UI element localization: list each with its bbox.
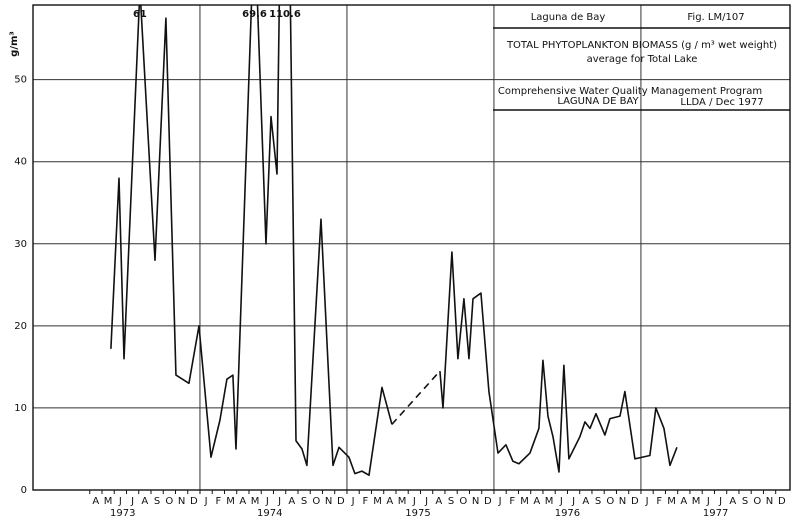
x-tick-label: S <box>742 496 748 507</box>
x-tick-label: O <box>606 496 614 507</box>
peak-label: 69.6 <box>242 9 267 20</box>
x-tick-label: F <box>362 496 368 507</box>
y-tick-label: 40 <box>14 157 27 168</box>
x-tick-label: J <box>424 496 428 507</box>
y-axis-label: g/m³ <box>9 31 20 57</box>
y-tick-label: 10 <box>14 403 27 414</box>
year-label: 1973 <box>110 508 135 519</box>
plot-frame <box>32 4 791 491</box>
x-tick-label: F <box>656 496 662 507</box>
x-tick-label: J <box>118 496 122 507</box>
x-tick-label: J <box>559 496 563 507</box>
x-tick-label: J <box>204 496 208 507</box>
x-tick-label: A <box>141 496 148 507</box>
chart-subtitle: average for Total Lake <box>587 54 698 65</box>
year-label: 1977 <box>703 508 728 519</box>
figure-label: Fig. LM/107 <box>687 12 744 23</box>
x-tick-label: A <box>239 496 246 507</box>
x-tick-label: N <box>178 496 185 507</box>
x-tick-label: M <box>373 496 382 507</box>
year-label: 1976 <box>555 508 580 519</box>
x-tick-label: F <box>215 496 221 507</box>
year-label: 1975 <box>405 508 430 519</box>
x-tick-label: A <box>680 496 687 507</box>
x-tick-label: A <box>288 496 295 507</box>
x-tick-label: S <box>448 496 454 507</box>
x-tick-label: D <box>190 496 198 507</box>
x-tick-label: J <box>645 496 649 507</box>
x-tick-label: O <box>312 496 320 507</box>
x-tick-label: N <box>619 496 626 507</box>
x-tick-label: A <box>435 496 442 507</box>
y-tick-label: 30 <box>14 239 27 250</box>
x-tick-label: J <box>130 496 134 507</box>
x-tick-label: A <box>386 496 393 507</box>
x-tick-label: S <box>301 496 307 507</box>
x-tick-label: J <box>498 496 502 507</box>
data-line <box>439 251 678 473</box>
x-tick-label: O <box>165 496 173 507</box>
x-tick-label: S <box>154 496 160 507</box>
x-tick-label: D <box>337 496 345 507</box>
x-tick-label: M <box>520 496 529 507</box>
x-tick-label: D <box>631 496 639 507</box>
x-tick-label: N <box>766 496 773 507</box>
program-label: Comprehensive Water Quality Management P… <box>498 86 762 97</box>
x-tick-label: M <box>545 496 554 507</box>
x-tick-label: A <box>533 496 540 507</box>
x-tick-label: M <box>398 496 407 507</box>
y-tick-label: 50 <box>14 75 27 86</box>
x-tick-label: N <box>472 496 479 507</box>
x-tick-label: S <box>595 496 601 507</box>
peak-label: 110.6 <box>269 9 301 20</box>
x-tick-label: J <box>718 496 722 507</box>
x-tick-label: J <box>706 496 710 507</box>
x-tick-label: O <box>753 496 761 507</box>
x-tick-label: M <box>226 496 235 507</box>
x-tick-label: J <box>571 496 575 507</box>
x-tick-label: D <box>484 496 492 507</box>
x-tick-label: A <box>92 496 99 507</box>
x-tick-label: M <box>692 496 701 507</box>
x-tick-label: J <box>277 496 281 507</box>
chart-title: TOTAL PHYTOPLANKTON BIOMASS (g / m³ wet … <box>506 40 777 51</box>
x-tick-label: J <box>265 496 269 507</box>
x-tick-label: O <box>459 496 467 507</box>
x-tick-label: F <box>509 496 515 507</box>
y-tick-label: 0 <box>21 485 27 496</box>
x-tick-label: M <box>251 496 260 507</box>
peak-label: 61 <box>133 9 147 20</box>
x-tick-label: N <box>325 496 332 507</box>
x-tick-label: M <box>667 496 676 507</box>
x-tick-label: A <box>582 496 589 507</box>
x-tick-label: A <box>729 496 736 507</box>
x-tick-label: J <box>412 496 416 507</box>
x-tick-label: M <box>104 496 113 507</box>
x-tick-label: J <box>351 496 355 507</box>
location-label: Laguna de Bay <box>531 12 606 23</box>
y-tick-label: 20 <box>14 321 27 332</box>
lines <box>110 5 678 477</box>
data-line <box>110 5 393 477</box>
credit: LLDA / Dec 1977 <box>680 97 763 108</box>
x-tick-label: D <box>778 496 786 507</box>
year-label: 1974 <box>257 508 282 519</box>
program-place: LAGUNA DE BAY <box>557 96 639 107</box>
